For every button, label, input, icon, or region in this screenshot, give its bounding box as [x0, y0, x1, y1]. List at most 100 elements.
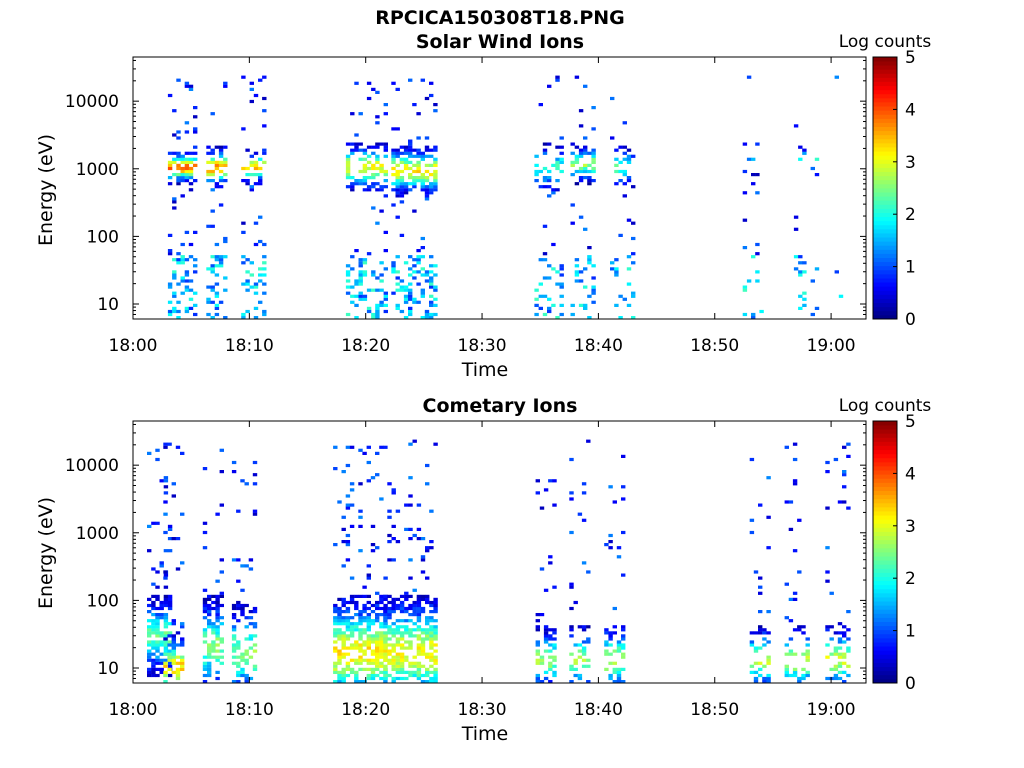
colorbar-frame	[872, 420, 898, 684]
heatmap-cell	[370, 549, 376, 553]
heatmap-cell	[207, 622, 212, 626]
colorbar-tick-label: 3	[905, 153, 916, 173]
heatmap-cell	[379, 637, 384, 641]
heatmap-cell	[215, 613, 220, 617]
heatmap-cell	[433, 273, 438, 277]
heatmap-cell	[766, 676, 771, 681]
heatmap-cell	[184, 130, 190, 134]
heatmap-cell	[587, 294, 592, 298]
heatmap-cell	[337, 613, 342, 617]
heatmap-cell	[621, 485, 626, 489]
heatmap-cell	[210, 255, 215, 259]
heatmap-cell	[543, 649, 549, 653]
heatmap-cell	[249, 261, 254, 265]
heatmap-cell	[842, 655, 847, 659]
heatmap-cell	[151, 567, 156, 571]
heatmap-cell	[425, 631, 430, 635]
heatmap-cell	[542, 312, 548, 317]
heatmap-cell	[805, 652, 810, 656]
heatmap-cell	[151, 631, 156, 635]
heatmap-cell	[542, 224, 548, 228]
colorbar-segment	[873, 241, 897, 246]
heatmap-cell	[155, 625, 160, 629]
heatmap-cell	[416, 667, 422, 671]
colorbar-segment	[873, 425, 897, 430]
heatmap-cell	[370, 673, 376, 678]
heatmap-cell	[341, 616, 346, 620]
heatmap-cell	[408, 664, 413, 668]
colorbar-segment	[873, 613, 897, 618]
heatmap-cell	[569, 491, 574, 495]
heatmap-cell	[383, 646, 388, 650]
heatmap-cell	[591, 285, 596, 289]
heatmap-cell	[215, 600, 220, 605]
heatmap-cell	[387, 515, 392, 519]
heatmap-cell	[333, 670, 338, 674]
heatmap-cell	[412, 185, 417, 189]
heatmap-cell	[354, 673, 359, 678]
heatmap-cell	[207, 673, 212, 678]
heatmap-cell	[788, 619, 794, 623]
heatmap-cell	[433, 303, 438, 307]
heatmap-cell	[219, 503, 224, 507]
heatmap-cell	[551, 191, 556, 195]
heatmap-cell	[805, 670, 810, 674]
heatmap-cell	[180, 661, 185, 665]
heatmap-cell	[412, 169, 417, 174]
heatmap-cell	[341, 597, 346, 601]
heatmap-cell	[379, 185, 384, 189]
heatmap-cell	[408, 166, 413, 171]
heatmap-cell	[193, 115, 198, 119]
heatmap-cell	[180, 667, 185, 671]
heatmap-cell	[793, 255, 799, 259]
heatmap-cell	[180, 655, 185, 659]
heatmap-cell	[167, 652, 172, 656]
heatmap-cell	[798, 255, 803, 259]
heatmap-cell	[379, 649, 384, 653]
heatmap-cell	[608, 631, 613, 635]
heatmap-cell	[172, 173, 177, 177]
heatmap-cell	[345, 157, 351, 161]
heatmap-cell	[846, 628, 851, 632]
heatmap-cell	[358, 261, 363, 265]
heatmap-cell	[420, 537, 426, 541]
heatmap-cell	[366, 606, 371, 611]
heatmap-cell	[846, 454, 851, 458]
heatmap-cell	[535, 640, 540, 644]
heatmap-cell	[578, 154, 584, 158]
heatmap-cell	[341, 634, 346, 638]
heatmap-cell	[375, 591, 380, 595]
heatmap-cell	[577, 643, 583, 647]
heatmap-cell	[337, 597, 342, 601]
colorbar-segment	[873, 564, 897, 569]
heatmap-cell	[543, 634, 549, 638]
heatmap-cell	[433, 606, 438, 611]
heatmap-cell	[180, 169, 185, 174]
heatmap-cell	[395, 643, 401, 647]
heatmap-cell	[188, 160, 194, 164]
heatmap-cell	[202, 610, 208, 614]
heatmap-cell	[151, 670, 156, 674]
colorbar-segment	[873, 155, 897, 160]
colorbar-segment	[873, 646, 897, 651]
heatmap-cell	[416, 616, 422, 620]
heatmap-cell	[391, 524, 396, 528]
heatmap-cell	[358, 279, 363, 283]
heatmap-cell	[416, 300, 421, 304]
heatmap-cell	[621, 643, 626, 647]
heatmap-cell	[184, 279, 190, 283]
heatmap-cell	[362, 649, 367, 653]
heatmap-cell	[214, 145, 220, 149]
heatmap-cell	[424, 154, 430, 158]
heatmap-cell	[350, 112, 355, 116]
heatmap-cell	[424, 194, 430, 198]
heatmap-cell	[151, 673, 156, 678]
heatmap-cell	[429, 655, 434, 659]
heatmap-cell	[167, 182, 173, 186]
heatmap-cell	[798, 273, 803, 277]
heatmap-cell	[262, 148, 267, 152]
y-tick-label: 100	[87, 227, 119, 247]
heatmap-cell	[403, 300, 409, 304]
heatmap-cell	[798, 306, 803, 310]
heatmap-cell	[172, 309, 177, 314]
